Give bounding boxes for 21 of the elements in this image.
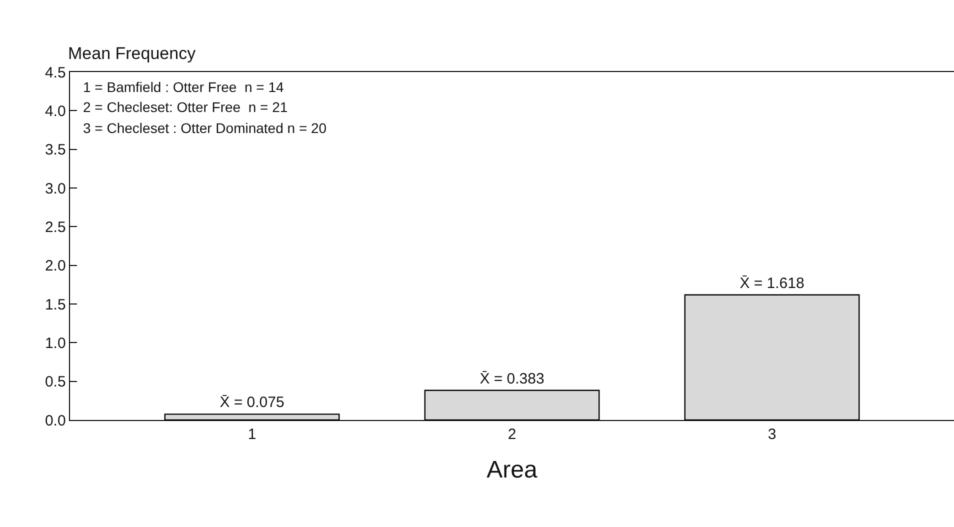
y-tick-label: 3.0 — [44, 180, 66, 198]
annotation: 1 = Bamfield : Otter Free n = 14 — [83, 79, 284, 95]
y-tick-label: 0.5 — [44, 374, 66, 391]
y-tick-label: 1.5 — [44, 296, 66, 314]
data-label: X̄ = 1.618 — [740, 274, 804, 292]
annotation: 3 = Checleset : Otter Dominated n = 20 — [83, 120, 327, 136]
y-tick-label: 4.0 — [44, 102, 66, 120]
x-tick-label: 3 — [768, 426, 776, 444]
y-tick-label: 4.5 — [44, 64, 66, 82]
y-tick-label: 2.5 — [44, 218, 66, 236]
data-label: X̄ = 0.383 — [480, 370, 544, 388]
x-tick-label: 2 — [508, 426, 516, 444]
y-tick-label: 2.0 — [44, 258, 66, 275]
data-label: X̄ = 0.075 — [220, 394, 284, 412]
y-axis-title: Mean Frequency — [68, 44, 196, 63]
annotation: 2 = Checleset: Otter Free n = 21 — [83, 99, 288, 115]
x-tick-label: 1 — [248, 426, 256, 444]
y-tick-label: 1.0 — [44, 334, 66, 352]
x-axis-title: Area — [486, 456, 538, 484]
y-tick-label: 3.5 — [44, 142, 66, 159]
y-tick-label: 0.0 — [44, 412, 66, 430]
